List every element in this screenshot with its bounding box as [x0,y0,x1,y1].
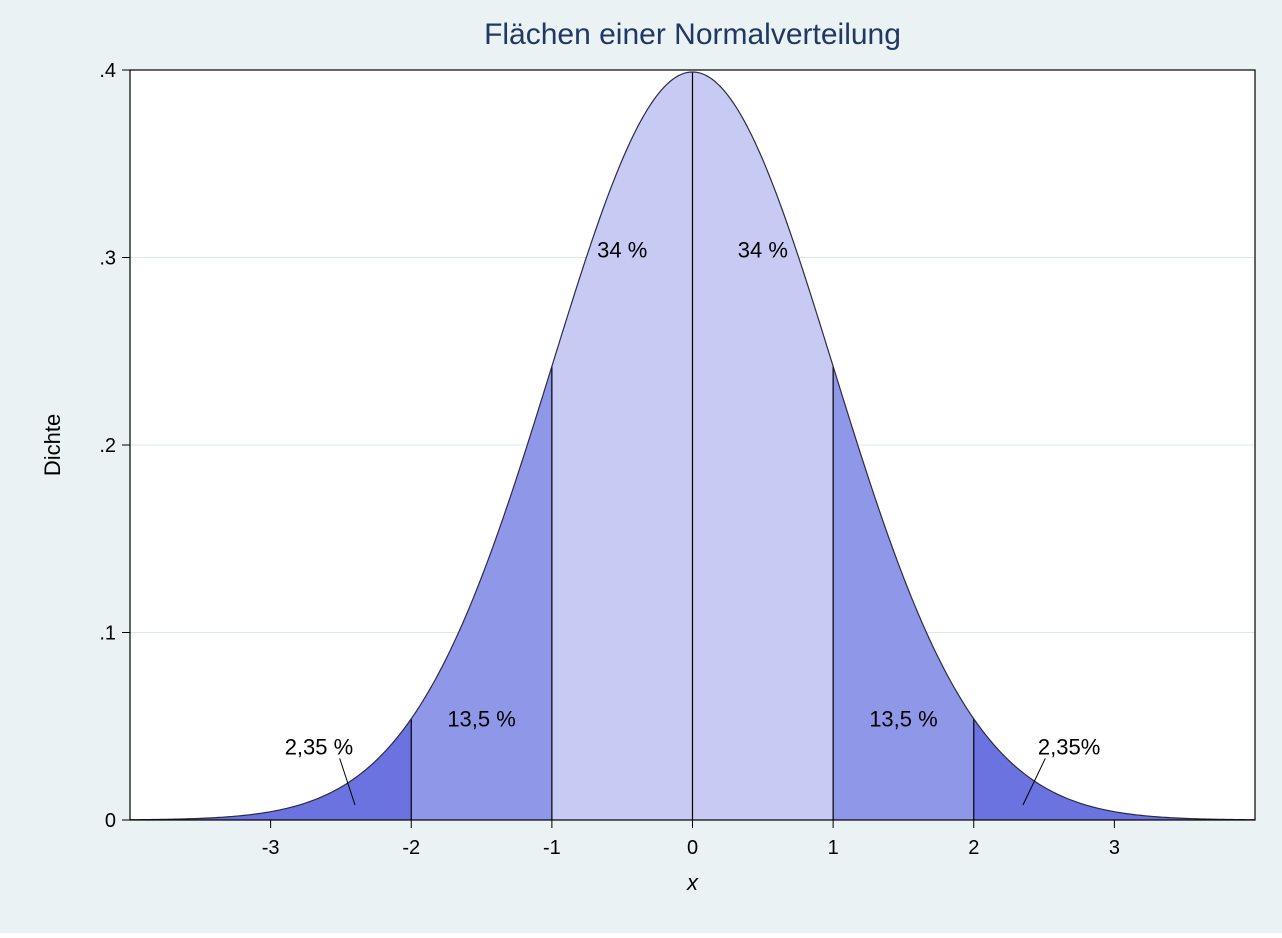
y-axis-label: Dichte [40,414,65,476]
xtick-label: 1 [828,837,839,859]
annotation: 13,5 % [869,706,938,731]
xtick-label: 2 [968,837,979,859]
chart-container: -3 -2 -1 0 1 2 3 0 .1 .2 .3 .4 x Dichte Flächen einer … [0,0,1282,938]
xtick-label: -3 [262,837,280,859]
annotation: 13,5 % [447,706,516,731]
annotation: 2,35% [1038,734,1100,759]
xtick-label: 0 [687,837,698,859]
ytick-label: .2 [99,435,116,457]
xtick-label: -2 [402,837,420,859]
annotation: 34 % [597,238,647,263]
ytick-label: .3 [99,248,116,270]
ytick-label: .1 [99,623,116,645]
annotation: 34 % [738,238,788,263]
ytick-label: .4 [99,60,116,82]
normal-distribution-chart: -3 -2 -1 0 1 2 3 0 .1 .2 .3 .4 x Dichte Flächen einer … [0,0,1282,933]
chart-title: Flächen einer Normalverteilung [484,18,901,51]
xtick-label: -1 [543,837,561,859]
xtick-label: 3 [1109,837,1120,859]
annotation: 2,35 % [285,734,354,759]
ytick-label: 0 [105,810,116,832]
x-axis-label: x [686,870,699,895]
